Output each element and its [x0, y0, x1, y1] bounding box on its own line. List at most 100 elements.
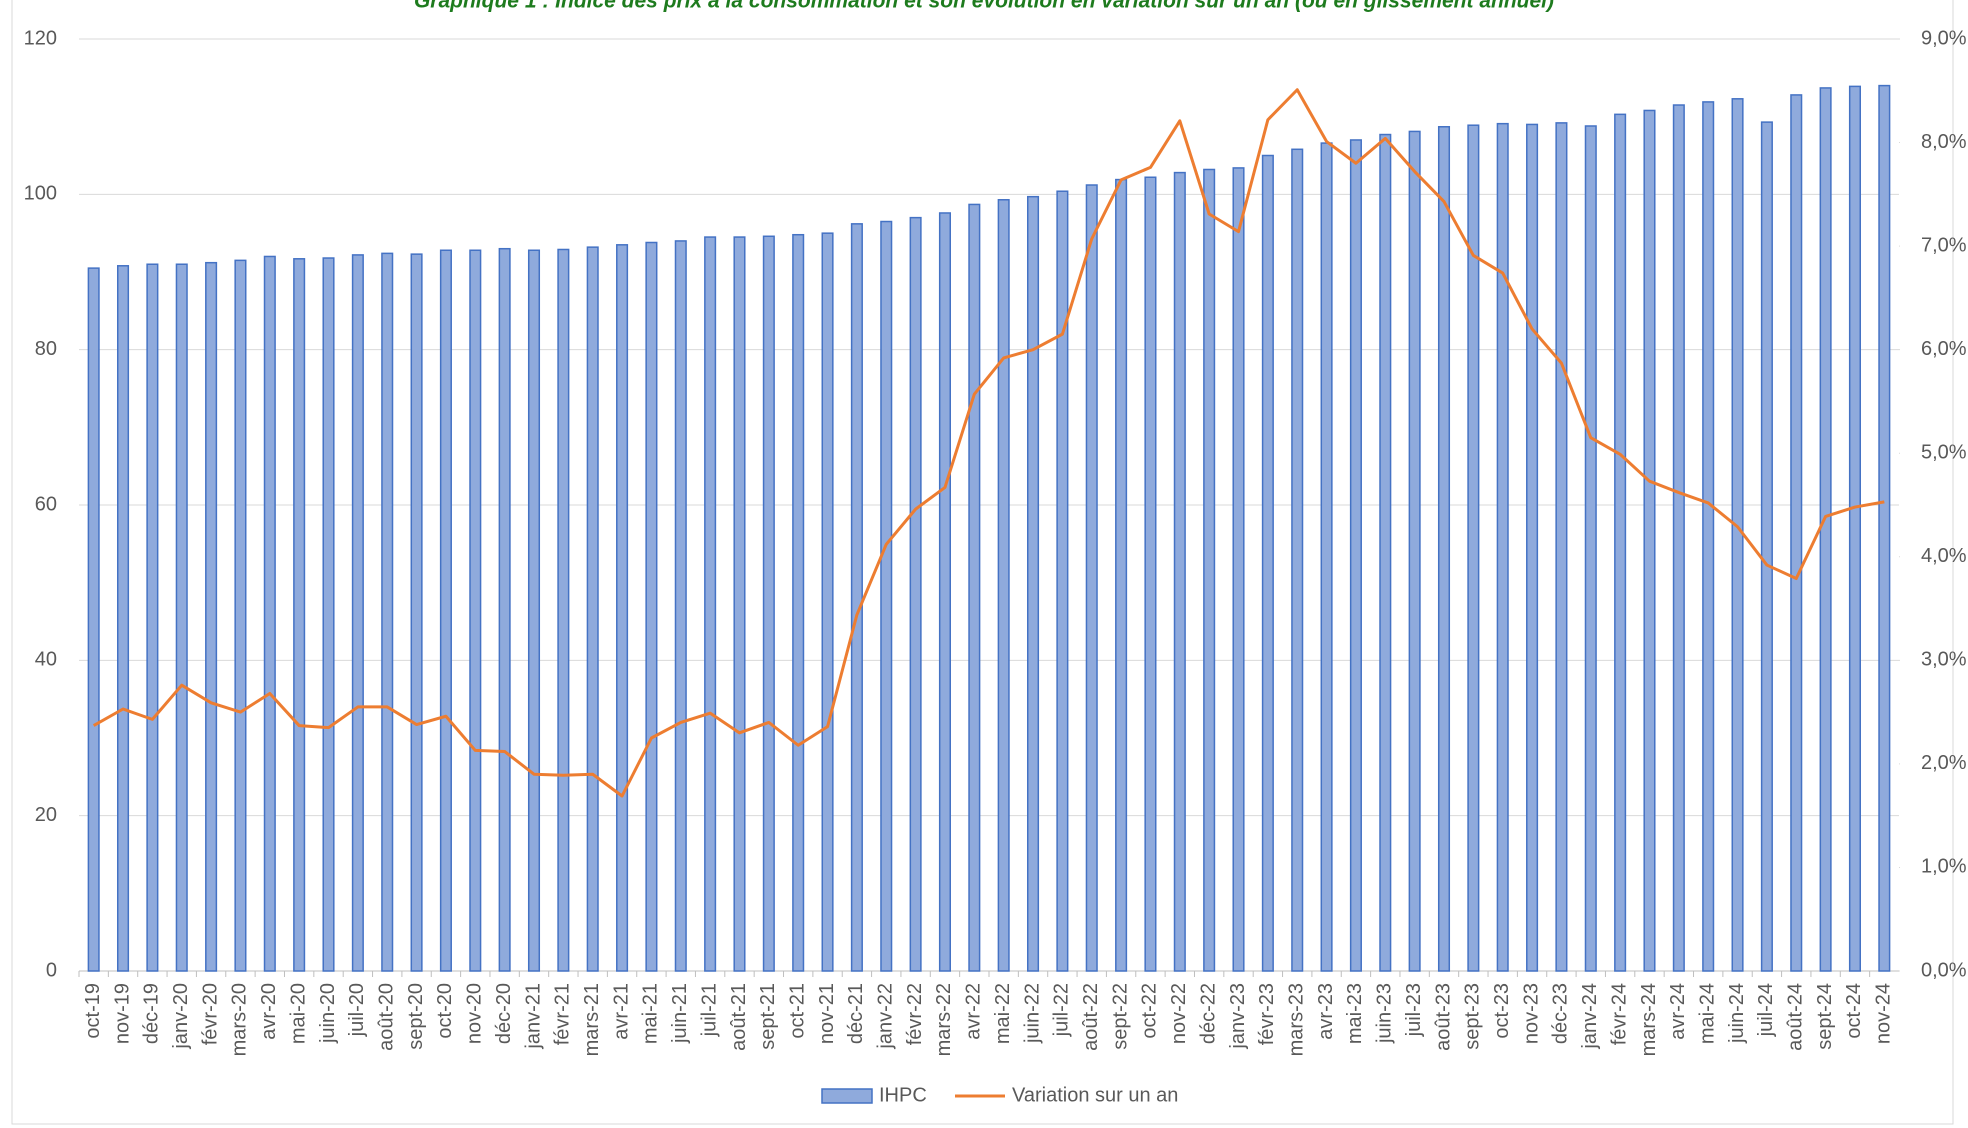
x-tick-label: déc-21 — [845, 983, 867, 1044]
x-tick-label: juin-22 — [1021, 983, 1043, 1044]
x-tick-label: nov-19 — [111, 983, 133, 1044]
chart-title: Graphique 1 : Indice des prix à la conso… — [414, 0, 1554, 13]
chart-frame — [11, 0, 1954, 1125]
x-tick-label: juin-20 — [317, 983, 339, 1044]
legend-swatch — [821, 1088, 873, 1104]
bar — [1115, 178, 1128, 972]
y2-tick-label: 9,0% — [1921, 27, 1967, 49]
x-tick-label: oct-20 — [434, 983, 456, 1039]
bar — [938, 212, 952, 972]
bar — [1261, 154, 1274, 972]
legend-label: Variation sur un an — [1012, 1084, 1178, 1106]
x-tick-label: déc-23 — [1550, 983, 1572, 1044]
bar — [1203, 168, 1216, 972]
bar — [234, 259, 247, 972]
x-tick-label: nov-22 — [1168, 983, 1190, 1044]
bar — [704, 236, 717, 972]
line — [92, 88, 1885, 798]
bar — [968, 203, 981, 972]
y-tick-label: 100 — [24, 183, 57, 205]
bar — [1526, 123, 1539, 972]
bar — [1026, 195, 1040, 972]
bar — [1819, 87, 1832, 972]
bar — [821, 232, 834, 972]
x-tick-label: févr-23 — [1256, 983, 1278, 1045]
x-tick-label: janv-22 — [875, 983, 897, 1050]
x-tick-label: oct-21 — [786, 983, 808, 1039]
y2-tick-label: 8,0% — [1921, 131, 1967, 153]
bar — [146, 263, 159, 972]
x-tick-label: avr-22 — [963, 983, 985, 1040]
y2-tick-label: 1,0% — [1921, 856, 1967, 878]
y2-tick-label: 4,0% — [1921, 545, 1967, 567]
x-tick-label: sept-24 — [1814, 983, 1836, 1050]
x-tick-label: mai-24 — [1696, 983, 1718, 1044]
y2-tick-label: 6,0% — [1921, 338, 1967, 360]
bar — [410, 253, 423, 972]
bar — [1232, 167, 1245, 972]
bar — [1702, 101, 1715, 972]
bar — [1614, 113, 1627, 972]
x-tick-label: oct-19 — [82, 983, 104, 1039]
y-tick-label: 20 — [35, 804, 57, 826]
bar — [909, 216, 922, 972]
x-tick-label: août-22 — [1080, 983, 1102, 1051]
bar — [586, 246, 599, 972]
x-tick-label: mars-20 — [229, 983, 251, 1056]
bar — [1056, 190, 1069, 972]
bar — [1760, 121, 1773, 972]
bar — [792, 233, 805, 972]
x-tick-label: avr-21 — [610, 983, 632, 1040]
x-tick-label: janv-24 — [1579, 983, 1601, 1050]
bar — [1496, 122, 1509, 972]
bar — [498, 247, 511, 972]
bar — [674, 240, 687, 972]
x-tick-label: déc-20 — [493, 983, 515, 1044]
bar — [293, 258, 306, 972]
bar — [762, 235, 775, 972]
y2-tick-label: 7,0% — [1921, 234, 1967, 256]
bar — [733, 236, 746, 972]
x-tick-label: août-23 — [1432, 983, 1454, 1051]
x-tick-label: juil-20 — [346, 983, 368, 1037]
bar — [1437, 126, 1451, 972]
x-tick-label: août-21 — [728, 983, 750, 1051]
bar — [205, 261, 218, 972]
x-tick-label: déc-22 — [1197, 983, 1219, 1044]
x-tick-label: juil-22 — [1051, 983, 1073, 1037]
x-tick-label: nov-24 — [1873, 983, 1895, 1044]
x-tick-label: mai-21 — [640, 983, 662, 1044]
bar — [1555, 122, 1568, 972]
x-tick-label: sept-22 — [1109, 983, 1131, 1050]
x-tick-label: sept-21 — [757, 983, 779, 1050]
bar — [1731, 98, 1744, 972]
bar — [1320, 142, 1333, 972]
x-tick-label: juin-23 — [1374, 983, 1396, 1044]
bar — [1848, 85, 1862, 972]
x-tick-label: mars-23 — [1286, 983, 1308, 1056]
bar — [1291, 148, 1304, 972]
bar — [1085, 184, 1098, 972]
x-tick-label: déc-19 — [141, 983, 163, 1044]
x-tick-label: mars-22 — [933, 983, 955, 1056]
bar — [1408, 130, 1421, 972]
y2-tick-label: 3,0% — [1921, 649, 1967, 671]
bar — [850, 223, 863, 972]
bar — [175, 263, 188, 972]
bar — [1349, 139, 1362, 972]
bar — [263, 255, 276, 972]
y-tick-label: 0 — [46, 959, 57, 981]
x-tick-label: mars-24 — [1638, 983, 1660, 1056]
x-tick-label: mai-20 — [287, 983, 309, 1044]
x-tick-label: sept-23 — [1462, 983, 1484, 1050]
x-tick-label: févr-22 — [904, 983, 926, 1045]
bar — [997, 199, 1010, 972]
x-tick-label: juil-21 — [698, 983, 720, 1037]
bar — [1790, 94, 1803, 972]
x-tick-label: févr-21 — [552, 983, 574, 1045]
bar — [527, 249, 541, 972]
bar — [1672, 104, 1685, 972]
x-tick-label: janv-20 — [170, 983, 192, 1050]
bar — [1173, 171, 1186, 972]
